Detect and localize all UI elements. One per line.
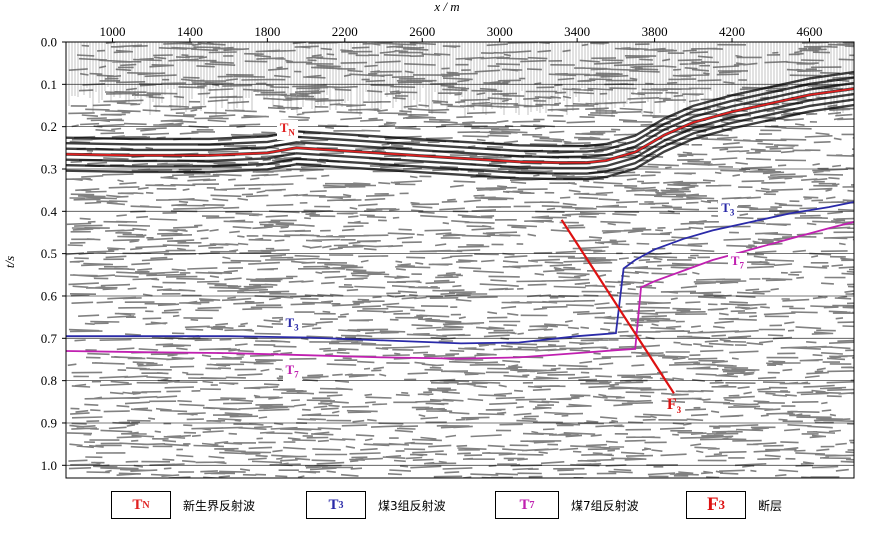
y-tick-label: 0.2 bbox=[41, 119, 57, 134]
reflector-band bbox=[66, 70, 854, 148]
legend-symbol-sub: N bbox=[142, 499, 150, 511]
plot-frame bbox=[65, 41, 855, 479]
y-tick-label: 0.9 bbox=[41, 415, 57, 430]
y-tick-label: 0.7 bbox=[41, 331, 58, 346]
legend-symbol-main: F bbox=[706, 494, 719, 515]
y-tick-label: 0.0 bbox=[41, 35, 57, 50]
curve-label-main: F bbox=[666, 396, 677, 413]
y-tick-label: 0.6 bbox=[41, 288, 58, 303]
y-tick-label: 0.3 bbox=[41, 161, 57, 176]
x-tick-label: 2600 bbox=[409, 24, 435, 39]
y-tick-label: 1.0 bbox=[41, 458, 57, 473]
reflector-band bbox=[66, 98, 854, 175]
curve-label-t3: T3 bbox=[718, 200, 738, 221]
y-axis-title: t/s bbox=[2, 256, 17, 268]
y-axis-ticks: 0.0 0.1 0.2 0.3 0.4 0.5 0.6 0.7 0.8 0.9 1.0 bbox=[41, 35, 66, 473]
legend-symbol-main: T bbox=[132, 496, 143, 513]
x-tick-label: 3800 bbox=[642, 24, 668, 39]
curve-label-main: T bbox=[279, 119, 289, 135]
curve-label-t7: T7 bbox=[282, 362, 302, 383]
curve-label-main: T bbox=[285, 362, 295, 378]
legend-symbol-main: T bbox=[328, 496, 339, 513]
x-tick-label: 1800 bbox=[254, 24, 280, 39]
legend-symbol-sub: 3 bbox=[338, 499, 344, 511]
series-line-tn bbox=[66, 87, 854, 164]
curve-label-main: T bbox=[285, 314, 295, 330]
curve-label-t3: T3 bbox=[282, 314, 302, 336]
horizon-lines bbox=[66, 87, 854, 394]
legend-desc-t7: 煤7组反射波 bbox=[571, 498, 639, 513]
y-tick-label: 0.5 bbox=[41, 246, 57, 261]
x-tick-label: 2200 bbox=[332, 24, 358, 39]
y-tick-label: 0.1 bbox=[41, 77, 57, 92]
texture-traces bbox=[66, 42, 853, 117]
series-line-t7 bbox=[66, 221, 854, 360]
curve-label-sub: 3 bbox=[676, 405, 682, 416]
texture-wavelets bbox=[66, 42, 854, 478]
y-tick-label: 0.4 bbox=[41, 204, 58, 219]
legend-desc-tn: 新生界反射波 bbox=[183, 498, 256, 513]
legend-symbol-main: T bbox=[519, 496, 530, 513]
x-tick-label: 4200 bbox=[719, 24, 745, 39]
curve-label-sub: N bbox=[288, 127, 295, 138]
x-axis-title: x / m bbox=[433, 0, 459, 14]
x-tick-label: 1400 bbox=[177, 24, 203, 39]
curve-label-main: T bbox=[730, 253, 740, 269]
legend-desc-t3: 煤3组反射波 bbox=[378, 498, 446, 513]
legend-desc-f3: 断层 bbox=[758, 498, 783, 513]
x-tick-label: 1000 bbox=[99, 24, 125, 39]
curve-label-sub: 3 bbox=[729, 207, 735, 218]
legend-symbol-sub: 3 bbox=[718, 497, 726, 512]
curve-label-sub: 7 bbox=[739, 260, 744, 271]
x-tick-label: 3000 bbox=[487, 24, 513, 39]
series-line-f3 bbox=[560, 219, 675, 394]
series-line-t3 bbox=[66, 201, 854, 345]
reflector-band bbox=[66, 76, 854, 153]
y-tick-label: 0.8 bbox=[41, 373, 57, 388]
curve-label-t7: T7 bbox=[727, 253, 747, 274]
curve-label-tn: TN bbox=[276, 119, 298, 141]
x-tick-label: 4600 bbox=[796, 24, 822, 39]
reflector-band bbox=[66, 92, 854, 170]
curve-label-sub: 7 bbox=[294, 369, 299, 380]
x-tick-label: 3400 bbox=[564, 24, 590, 39]
reflector-band bbox=[66, 81, 854, 159]
x-axis-ticks: 1000 1400 1800 2200 2600 3000 3400 3800 4200 4600 bbox=[99, 24, 822, 42]
curve-label-f3: F3 bbox=[664, 397, 684, 418]
curve-label-sub: 3 bbox=[294, 322, 299, 333]
curve-label-main: T bbox=[721, 200, 730, 216]
legend-symbol-sub: 7 bbox=[529, 499, 535, 511]
